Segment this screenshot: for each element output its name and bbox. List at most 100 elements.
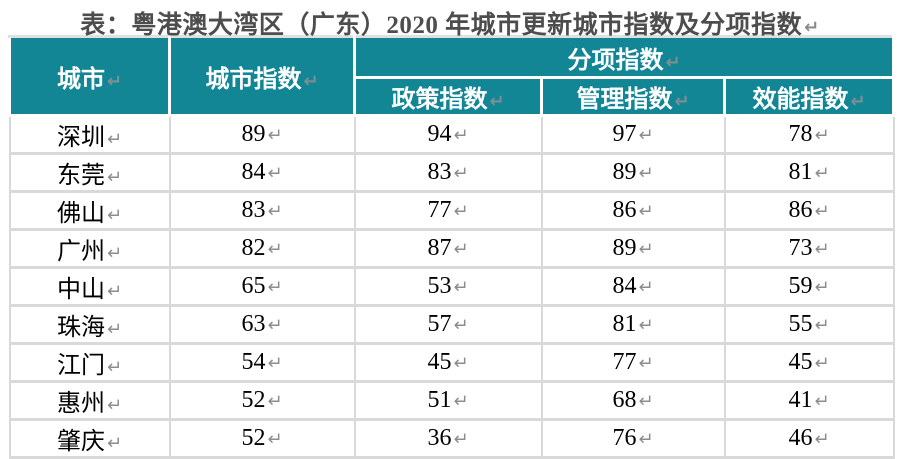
paragraph-return-mark: ↵ (453, 353, 469, 374)
city-value: 深圳 (56, 125, 105, 151)
table-row: 珠海 ↵ 63 ↵ 57 ↵ 81 ↵ 55 ↵ (8, 304, 895, 345)
management-index-value: 76 (612, 425, 637, 451)
efficiency-index-value: 86 (788, 197, 813, 223)
efficiency-index-value: 41 (788, 387, 813, 413)
document-title: 表：粤港澳大湾区（广东）2020 年城市更新城市指数及分项指数 ↵ (0, 0, 900, 39)
header-subindex-group-label: 分项指数 (567, 47, 664, 74)
paragraph-return-mark: ↵ (106, 395, 123, 416)
efficiency-index-value: 46 (788, 425, 813, 451)
city-cell: 珠海 ↵ (8, 304, 171, 345)
table-body: 深圳 ↵ 89 ↵ 94 ↵ 97 ↵ 78 ↵ 东莞 ↵ 84 ↵ 83 ↵ 89 ↵ 81 ↵ … (8, 114, 895, 459)
efficiency-index-cell: 55 ↵ (723, 304, 895, 345)
management-index-value: 77 (612, 349, 637, 375)
policy-index-value: 36 (427, 425, 452, 451)
efficiency-index-cell: 73 ↵ (723, 228, 895, 269)
city-index-cell: 82 ↵ (168, 228, 356, 269)
policy-index-value: 94 (427, 121, 452, 147)
city-index-value: 89 (241, 121, 266, 147)
city-cell: 肇庆 ↵ (8, 418, 171, 459)
paragraph-return-mark: ↵ (453, 201, 469, 222)
efficiency-index-cell: 59 ↵ (723, 266, 895, 307)
paragraph-return-mark: ↵ (638, 353, 654, 374)
paragraph-return-mark: ↵ (814, 239, 830, 260)
management-index-cell: 84 ↵ (540, 266, 726, 307)
table-row: 中山 ↵ 65 ↵ 53 ↵ 84 ↵ 59 ↵ (8, 266, 895, 307)
management-index-value: 89 (612, 159, 637, 185)
paragraph-return-mark: ↵ (638, 391, 654, 412)
city-value: 佛山 (56, 201, 105, 227)
efficiency-index-cell: 41 ↵ (723, 380, 895, 421)
paragraph-return-mark: ↵ (267, 163, 283, 184)
table-header: 城市 ↵ 城市指数 ↵ 分项指数 ↵ 政策指数 ↵ 管理指数 ↵ 效能指数 ↵ (8, 35, 896, 117)
policy-index-value: 77 (427, 197, 452, 223)
paragraph-return-mark: ↵ (106, 433, 123, 454)
paragraph-return-mark: ↵ (638, 429, 654, 450)
paragraph-return-mark: ↵ (814, 391, 830, 412)
city-index-value: 84 (241, 159, 266, 185)
paragraph-return-mark: ↵ (267, 315, 283, 336)
efficiency-index-cell: 81 ↵ (723, 152, 895, 193)
city-cell: 深圳 ↵ (8, 114, 171, 155)
paragraph-return-mark: ↵ (267, 277, 283, 298)
paragraph-return-mark: ↵ (106, 70, 123, 92)
efficiency-index-cell: 86 ↵ (723, 190, 895, 231)
policy-index-cell: 51 ↵ (353, 380, 543, 421)
policy-index-cell: 57 ↵ (353, 304, 543, 345)
city-index-cell: 52 ↵ (168, 380, 356, 421)
efficiency-index-cell: 45 ↵ (723, 342, 895, 383)
city-index-value: 63 (241, 311, 266, 337)
header-city: 城市 ↵ (8, 35, 171, 117)
management-index-value: 84 (612, 273, 637, 299)
city-value: 东莞 (56, 163, 105, 189)
city-cell: 佛山 ↵ (8, 190, 171, 231)
paragraph-return-mark: ↵ (106, 243, 123, 264)
policy-index-cell: 36 ↵ (353, 418, 543, 459)
city-cell: 惠州 ↵ (8, 380, 171, 421)
header-row-sub: 政策指数 ↵ 管理指数 ↵ 效能指数 ↵ (10, 76, 896, 117)
paragraph-return-mark: ↵ (814, 125, 830, 146)
management-index-cell: 68 ↵ (540, 380, 726, 421)
paragraph-return-mark: ↵ (106, 357, 123, 378)
policy-index-cell: 77 ↵ (353, 190, 543, 231)
paragraph-return-mark: ↵ (638, 201, 654, 222)
city-value: 江门 (56, 353, 105, 379)
paragraph-return-mark: ↵ (303, 70, 319, 92)
paragraph-return-mark: ↵ (638, 125, 654, 146)
management-index-value: 97 (612, 121, 637, 147)
table-row: 江门 ↵ 54 ↵ 45 ↵ 77 ↵ 45 ↵ (8, 342, 895, 383)
paragraph-return-mark: ↵ (814, 277, 830, 298)
city-index-value: 83 (241, 197, 266, 223)
table-row: 深圳 ↵ 89 ↵ 94 ↵ 97 ↵ 78 ↵ (8, 114, 895, 155)
policy-index-cell: 83 ↵ (353, 152, 543, 193)
document-title-text: 表：粤港澳大湾区（广东）2020 年城市更新城市指数及分项指数 (80, 12, 803, 39)
header-management-label: 管理指数 (576, 87, 673, 113)
city-index-cell: 63 ↵ (168, 304, 356, 345)
city-value: 惠州 (56, 391, 105, 417)
city-cell: 广州 ↵ (8, 228, 171, 269)
efficiency-index-value: 59 (788, 273, 813, 299)
city-cell: 中山 ↵ (8, 266, 171, 307)
management-index-cell: 89 ↵ (540, 152, 726, 193)
policy-index-value: 87 (427, 235, 452, 261)
city-index-cell: 65 ↵ (168, 266, 356, 307)
table-row: 佛山 ↵ 83 ↵ 77 ↵ 86 ↵ 86 ↵ (8, 190, 895, 231)
efficiency-index-cell: 46 ↵ (723, 418, 895, 459)
efficiency-index-cell: 78 ↵ (723, 114, 895, 155)
policy-index-value: 53 (427, 273, 452, 299)
city-index-cell: 54 ↵ (168, 342, 356, 383)
efficiency-index-value: 55 (788, 311, 813, 337)
paragraph-return-mark: ↵ (267, 239, 283, 260)
paragraph-return-mark: ↵ (814, 201, 830, 222)
paragraph-return-mark: ↵ (453, 125, 469, 146)
management-index-value: 68 (612, 387, 637, 413)
policy-index-cell: 45 ↵ (353, 342, 543, 383)
city-value: 广州 (56, 239, 105, 265)
management-index-cell: 89 ↵ (540, 228, 726, 269)
header-policy-label: 政策指数 (391, 87, 488, 113)
city-index-cell: 83 ↵ (168, 190, 356, 231)
table-row: 广州 ↵ 82 ↵ 87 ↵ 89 ↵ 73 ↵ (8, 228, 895, 269)
paragraph-return-mark: ↵ (267, 353, 283, 374)
header-city-index: 城市指数 ↵ (168, 35, 356, 117)
paragraph-return-mark: ↵ (804, 17, 820, 38)
